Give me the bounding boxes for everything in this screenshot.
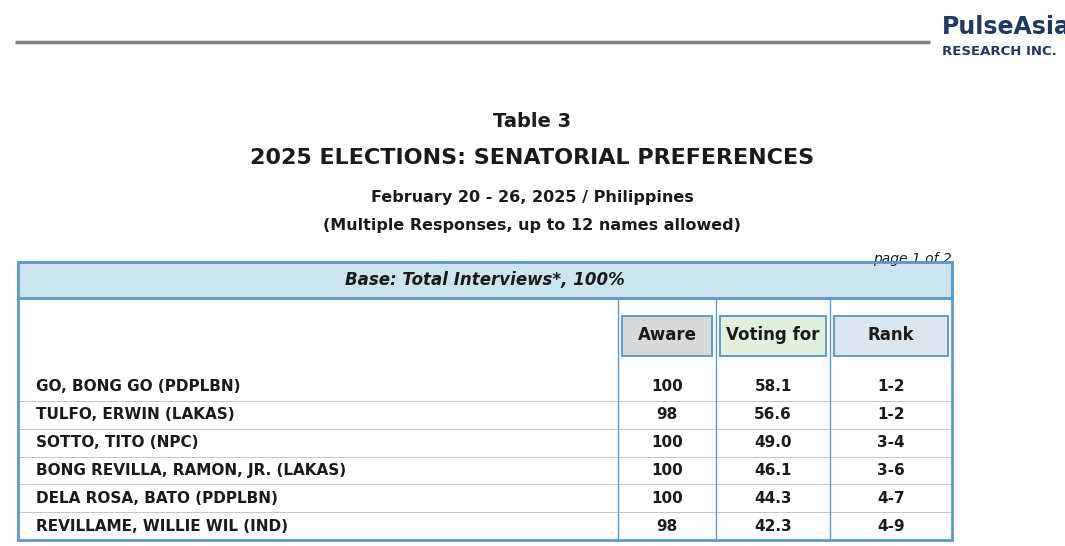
Text: Table 3: Table 3 [493, 112, 571, 131]
Text: TULFO, ERWIN (LAKAS): TULFO, ERWIN (LAKAS) [36, 407, 234, 422]
Text: Aware: Aware [638, 327, 697, 345]
Text: Rank: Rank [868, 327, 915, 345]
Text: 98: 98 [656, 519, 677, 533]
Text: 100: 100 [651, 463, 683, 478]
Text: Base: Total Interviews*, 100%: Base: Total Interviews*, 100% [345, 271, 625, 289]
Bar [622, 316, 712, 355]
Text: 4-9: 4-9 [878, 519, 905, 533]
Bar [18, 262, 952, 540]
Text: REVILLAME, WILLIE WIL (IND): REVILLAME, WILLIE WIL (IND) [36, 519, 288, 533]
Text: BONG REVILLA, RAMON, JR. (LAKAS): BONG REVILLA, RAMON, JR. (LAKAS) [36, 463, 346, 478]
Text: 44.3: 44.3 [754, 491, 791, 506]
Text: 3-6: 3-6 [878, 463, 905, 478]
Text: 4-7: 4-7 [878, 491, 905, 506]
Bar [834, 316, 948, 355]
Bar [18, 262, 952, 298]
Text: 100: 100 [651, 491, 683, 506]
Text: 56.6: 56.6 [754, 407, 792, 422]
Text: 2025 ELECTIONS: SENATORIAL PREFERENCES: 2025 ELECTIONS: SENATORIAL PREFERENCES [250, 148, 814, 168]
Text: SOTTO, TITO (NPC): SOTTO, TITO (NPC) [36, 435, 198, 450]
Text: PulseAsia: PulseAsia [943, 15, 1065, 39]
Text: 1-2: 1-2 [878, 407, 905, 422]
Text: RESEARCH INC.: RESEARCH INC. [943, 45, 1056, 58]
Text: February 20 - 26, 2025 / Philippines: February 20 - 26, 2025 / Philippines [371, 190, 693, 205]
Text: Voting for: Voting for [726, 327, 820, 345]
Text: page 1 of 2: page 1 of 2 [873, 252, 952, 266]
Text: 46.1: 46.1 [754, 463, 791, 478]
Text: 49.0: 49.0 [754, 435, 791, 450]
Text: 100: 100 [651, 435, 683, 450]
Text: 98: 98 [656, 407, 677, 422]
Text: 3-4: 3-4 [878, 435, 905, 450]
Text: (Multiple Responses, up to 12 names allowed): (Multiple Responses, up to 12 names allo… [323, 218, 741, 233]
Text: GO, BONG GO (PDPLBN): GO, BONG GO (PDPLBN) [36, 379, 241, 394]
Text: 42.3: 42.3 [754, 519, 791, 533]
Text: 58.1: 58.1 [754, 379, 791, 394]
Bar [18, 262, 952, 298]
Text: DELA ROSA, BATO (PDPLBN): DELA ROSA, BATO (PDPLBN) [36, 491, 278, 506]
Text: 1-2: 1-2 [878, 379, 905, 394]
Text: 100: 100 [651, 379, 683, 394]
Bar [720, 316, 826, 355]
